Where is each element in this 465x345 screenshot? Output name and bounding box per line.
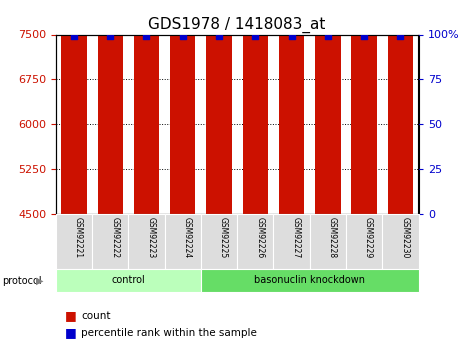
- Text: GSM92225: GSM92225: [219, 217, 228, 258]
- Bar: [310, 214, 346, 269]
- Text: GSM92221: GSM92221: [74, 217, 83, 258]
- Text: GSM92227: GSM92227: [292, 217, 300, 258]
- Point: [70, 33, 78, 39]
- Bar: [273, 214, 310, 269]
- Text: GSM92223: GSM92223: [146, 217, 155, 258]
- Bar: [170, 0, 195, 214]
- Text: GSM92230: GSM92230: [400, 217, 409, 258]
- Bar: [237, 214, 273, 269]
- Point: [106, 33, 114, 39]
- Text: ■: ■: [65, 326, 77, 339]
- Text: GSM92222: GSM92222: [110, 217, 119, 258]
- Text: control: control: [112, 275, 145, 285]
- Point: [215, 33, 223, 39]
- Text: ■: ■: [65, 309, 77, 322]
- Bar: [206, 0, 232, 214]
- Bar: [128, 214, 165, 269]
- Point: [397, 33, 404, 39]
- Bar: [388, 0, 413, 214]
- Bar: [279, 0, 304, 214]
- Bar: [56, 269, 201, 292]
- Bar: [201, 214, 237, 269]
- Point: [324, 33, 332, 39]
- Text: protocol: protocol: [2, 276, 42, 286]
- Text: percentile rank within the sample: percentile rank within the sample: [81, 328, 257, 338]
- Text: GSM92224: GSM92224: [183, 217, 192, 258]
- Text: ▶: ▶: [36, 276, 43, 286]
- Bar: [315, 0, 340, 214]
- Point: [252, 33, 259, 39]
- Bar: [165, 214, 201, 269]
- Title: GDS1978 / 1418083_at: GDS1978 / 1418083_at: [148, 17, 326, 33]
- Point: [143, 33, 150, 39]
- Bar: [352, 0, 377, 214]
- Text: basonuclin knockdown: basonuclin knockdown: [254, 275, 365, 285]
- Point: [360, 33, 368, 39]
- Bar: [346, 214, 382, 269]
- Bar: [92, 214, 128, 269]
- Point: [179, 33, 186, 39]
- Text: GSM92226: GSM92226: [255, 217, 264, 258]
- Text: GSM92229: GSM92229: [364, 217, 373, 258]
- Text: GSM92228: GSM92228: [328, 217, 337, 258]
- Bar: [382, 214, 418, 269]
- Bar: [61, 0, 86, 214]
- Bar: [98, 0, 123, 214]
- Point: [288, 33, 295, 39]
- Bar: [134, 0, 159, 214]
- Bar: [201, 269, 418, 292]
- Bar: [56, 214, 92, 269]
- Text: count: count: [81, 311, 111, 321]
- Bar: [243, 0, 268, 214]
